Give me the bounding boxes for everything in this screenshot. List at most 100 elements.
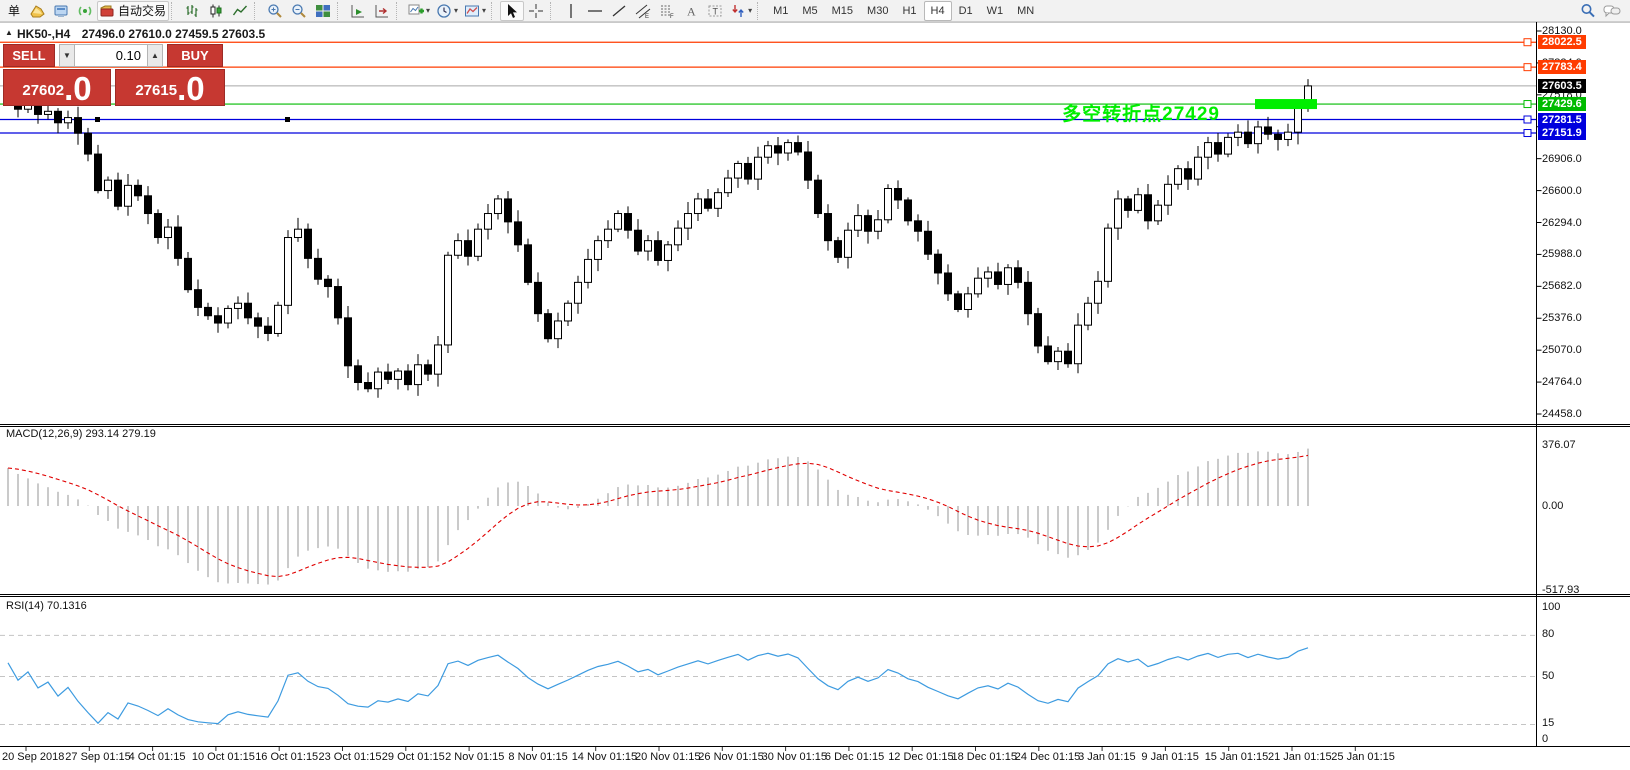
price-level-tag-27151.9[interactable]: 27151.9 bbox=[1538, 126, 1586, 141]
chat-button[interactable] bbox=[1600, 1, 1624, 21]
market-watch-button[interactable] bbox=[25, 1, 49, 21]
line-handle-27151.9[interactable] bbox=[1523, 129, 1532, 138]
candle-body bbox=[1234, 131, 1242, 138]
zoom-in-button[interactable] bbox=[263, 1, 287, 21]
line-handle-27281.5[interactable] bbox=[1523, 115, 1532, 124]
candle-body bbox=[454, 240, 462, 256]
ohlc-values: 27496.0 27610.0 27459.5 27603.5 bbox=[81, 27, 266, 41]
volume-increase-button[interactable]: ▲ bbox=[147, 44, 163, 67]
auto-scroll-button[interactable] bbox=[346, 1, 370, 21]
new-order-button[interactable]: 单 bbox=[1, 1, 25, 21]
autotrading-button[interactable]: 自动交易 bbox=[97, 0, 170, 21]
line-handle-27783.4[interactable] bbox=[1523, 63, 1532, 72]
indicators-button[interactable]: ▾ bbox=[405, 1, 433, 21]
crosshair-tool-button[interactable] bbox=[524, 1, 548, 21]
fibonacci-tool-button[interactable]: F bbox=[655, 1, 679, 21]
timeframe-H1[interactable]: H1 bbox=[902, 4, 917, 17]
toolbar-separator bbox=[491, 1, 498, 20]
time-axis-label: 20 Nov 01:15 bbox=[635, 751, 701, 763]
timeframe-H4[interactable]: H4 bbox=[923, 0, 952, 21]
buy-button[interactable]: BUY bbox=[167, 44, 223, 67]
timeframe-M15[interactable]: M15 bbox=[831, 4, 854, 17]
buy-price-box[interactable]: 27615 .0 bbox=[115, 69, 225, 106]
search-button[interactable] bbox=[1576, 1, 1600, 21]
text-tool-button[interactable]: A bbox=[679, 1, 703, 21]
trendline-anchor[interactable] bbox=[95, 117, 100, 123]
template-icon bbox=[465, 5, 480, 16]
volume-decrease-button[interactable]: ▼ bbox=[59, 44, 75, 67]
timeframe-M5[interactable]: M5 bbox=[802, 4, 818, 17]
rsi-axis-label: 100 bbox=[1542, 601, 1561, 613]
price-level-tag-28022.5[interactable]: 28022.5 bbox=[1538, 35, 1586, 50]
candle-body bbox=[714, 192, 722, 209]
candle-body bbox=[854, 215, 862, 231]
arrows-icon bbox=[732, 4, 744, 17]
sell-price-main: 27602 bbox=[22, 82, 65, 99]
timeframe-D1[interactable]: D1 bbox=[958, 4, 973, 17]
candle-body bbox=[174, 226, 182, 259]
time-axis-label: 12 Dec 01:15 bbox=[888, 751, 954, 763]
bar-chart-button[interactable] bbox=[180, 1, 204, 21]
candle-body bbox=[554, 320, 562, 340]
candle-body bbox=[44, 110, 52, 115]
price-level-tag-27281.5[interactable]: 27281.5 bbox=[1538, 112, 1586, 127]
timeframe-MN[interactable]: MN bbox=[1017, 4, 1035, 17]
tile-windows-button[interactable] bbox=[311, 1, 335, 21]
timeframe-M30[interactable]: M30 bbox=[867, 4, 889, 17]
candle-body bbox=[594, 240, 602, 260]
time-axis-label: 6 Dec 01:15 bbox=[824, 751, 885, 763]
time-axis-label: 21 Jan 01:15 bbox=[1268, 751, 1332, 763]
dropdown-caret-icon: ▾ bbox=[426, 6, 431, 15]
time-axis-label: 25 Jan 01:15 bbox=[1331, 751, 1395, 763]
chart-window[interactable]: ▲ HK50-,H4 27496.0 27610.0 27459.5 27603… bbox=[0, 22, 1630, 770]
signals-button[interactable] bbox=[73, 1, 97, 21]
price-level-tag-27429.6[interactable]: 27429.6 bbox=[1538, 97, 1586, 112]
chart-shift-icon bbox=[375, 4, 389, 17]
horizontal-line-tool-button[interactable] bbox=[583, 1, 607, 21]
line-handle-28022.5[interactable] bbox=[1523, 38, 1532, 47]
candle-body bbox=[644, 240, 652, 252]
chart-shift-button[interactable] bbox=[370, 1, 394, 21]
candle-body bbox=[1024, 281, 1032, 315]
trendline-tool-button[interactable] bbox=[607, 1, 631, 21]
candle-body bbox=[994, 271, 1002, 285]
volume-input[interactable]: 0.10 bbox=[75, 44, 147, 67]
candle-body bbox=[1084, 302, 1092, 326]
cursor-tool-button[interactable] bbox=[500, 0, 525, 21]
text-label-tool-button[interactable]: T bbox=[703, 1, 727, 21]
candle-body bbox=[254, 317, 262, 327]
line-handle-27429.6[interactable] bbox=[1523, 100, 1532, 109]
templates-button[interactable]: ▾ bbox=[461, 1, 489, 21]
current-price-tag: 27603.5 bbox=[1538, 78, 1586, 93]
candle-body bbox=[754, 156, 762, 180]
arrows-tool-button[interactable]: ▾ bbox=[727, 1, 755, 21]
trendline-anchor[interactable] bbox=[285, 117, 290, 123]
time-axis-label: 2 Nov 01:15 bbox=[445, 751, 505, 763]
candle-body bbox=[84, 132, 92, 155]
periods-button[interactable]: ▾ bbox=[433, 1, 461, 21]
candlestick-chart-button[interactable] bbox=[204, 1, 228, 21]
candle-body bbox=[214, 315, 222, 324]
chart-annotation-text[interactable]: 多空转折点27429 bbox=[1062, 104, 1220, 125]
toolbar-right-group bbox=[1576, 1, 1624, 21]
collapse-panel-arrow[interactable]: ▲ bbox=[5, 28, 13, 37]
sell-button[interactable]: SELL bbox=[3, 44, 55, 67]
sell-price-box[interactable]: 27602 .0 bbox=[3, 69, 111, 106]
candle-body bbox=[734, 162, 742, 179]
rsi-axis-label: 50 bbox=[1542, 669, 1555, 682]
time-axis-label: 23 Oct 01:15 bbox=[318, 751, 382, 763]
timeframe-W1[interactable]: W1 bbox=[986, 4, 1004, 17]
candle-body bbox=[294, 228, 302, 239]
line-chart-button[interactable] bbox=[228, 1, 252, 21]
equidistant-channel-tool-button[interactable]: E bbox=[631, 1, 655, 21]
price-level-tag-27783.4[interactable]: 27783.4 bbox=[1538, 60, 1586, 75]
green-highlight-bar[interactable] bbox=[1255, 99, 1317, 110]
candle-body bbox=[1114, 198, 1122, 229]
terminal-button[interactable] bbox=[49, 1, 73, 21]
timeframe-M1[interactable]: M1 bbox=[773, 4, 789, 17]
macd-indicator-label: MACD(12,26,9) 293.14 279.19 bbox=[6, 428, 156, 440]
vertical-line-tool-button[interactable] bbox=[559, 1, 583, 21]
time-axis-label: 10 Oct 01:15 bbox=[191, 751, 255, 763]
zoom-out-button[interactable] bbox=[287, 1, 311, 21]
chart-canvas[interactable] bbox=[0, 22, 1630, 770]
